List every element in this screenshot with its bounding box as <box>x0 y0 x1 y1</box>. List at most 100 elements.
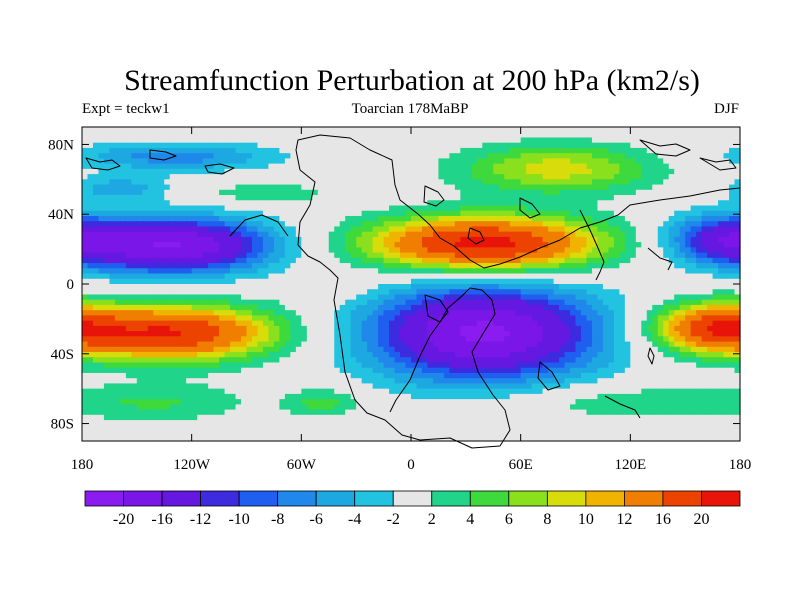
contour-cell <box>564 147 571 154</box>
contour-cell <box>180 268 187 275</box>
contour-cell <box>712 247 719 254</box>
contour-cell <box>487 320 494 327</box>
contour-cell <box>367 127 374 133</box>
contour-cell <box>262 132 270 139</box>
contour-cell <box>586 320 593 327</box>
contour-cell <box>635 278 642 285</box>
contour-cell <box>663 320 670 327</box>
contour-cell <box>613 179 620 186</box>
contour-cell <box>438 315 445 322</box>
contour-cell <box>87 215 94 222</box>
contour-cell <box>235 247 242 254</box>
contour-cell <box>169 242 176 248</box>
contour-cell <box>295 294 302 301</box>
contour-cell <box>114 336 121 343</box>
contour-cell <box>542 174 549 180</box>
contour-cell <box>219 174 226 180</box>
contour-cell <box>454 163 461 170</box>
contour-cell <box>202 158 209 165</box>
contour-cell <box>630 257 637 264</box>
contour-cell <box>279 341 286 348</box>
contour-cell <box>712 294 719 301</box>
contour-cell <box>707 273 714 280</box>
contour-cell <box>679 168 686 175</box>
contour-cell <box>624 325 631 332</box>
contour-cell <box>405 205 412 212</box>
contour-cell <box>131 215 138 222</box>
contour-cell <box>98 341 105 348</box>
contour-cell <box>191 236 198 243</box>
contour-cell <box>136 210 143 217</box>
contour-cell <box>674 168 681 175</box>
contour-cell <box>487 153 494 159</box>
contour-cell <box>729 320 736 327</box>
contour-cell <box>257 168 264 175</box>
contour-cell <box>251 252 259 259</box>
contour-cell <box>454 294 461 301</box>
contour-cell <box>251 158 259 165</box>
contour-cell <box>696 231 703 238</box>
contour-cell <box>646 226 653 233</box>
contour-cell <box>668 189 675 196</box>
contour-cell <box>674 174 681 180</box>
contour-cell <box>142 153 149 159</box>
contour-cell <box>230 263 237 269</box>
contour-cell <box>175 158 182 165</box>
contour-cell <box>301 310 308 316</box>
contour-cell <box>301 132 308 139</box>
contour-cell <box>690 299 697 306</box>
contour-cell <box>537 153 544 159</box>
contour-cell <box>690 142 697 149</box>
contour-cell <box>701 268 708 275</box>
contour-cell <box>235 299 242 306</box>
contour-cell <box>257 278 264 285</box>
contour-cell <box>515 236 522 243</box>
contour-cell <box>575 304 582 311</box>
contour-cell <box>82 189 89 196</box>
contour-cell <box>685 242 692 248</box>
contour-cell <box>443 132 450 139</box>
contour-cell <box>367 289 374 296</box>
contour-cell <box>712 242 719 248</box>
contour-cell <box>723 278 730 285</box>
contour-cell <box>400 174 407 180</box>
contour-cell <box>158 137 165 144</box>
contour-cell <box>400 205 407 212</box>
contour-cell <box>537 242 544 248</box>
contour-cell <box>476 226 483 233</box>
contour-cell <box>339 200 346 207</box>
contour-cell <box>345 273 352 280</box>
contour-cell <box>290 247 297 254</box>
contour-cell <box>548 127 555 133</box>
contour-cell <box>432 331 440 337</box>
contour-cell <box>389 184 396 191</box>
contour-cell <box>553 325 560 332</box>
contour-cell <box>443 325 450 332</box>
contour-cell <box>465 200 472 207</box>
contour-cell <box>411 132 418 139</box>
contour-cell <box>471 142 478 149</box>
contour-cell <box>202 231 209 238</box>
contour-cell <box>279 247 286 254</box>
contour-cell <box>356 289 363 296</box>
contour-cell <box>197 331 204 337</box>
contour-cell <box>345 132 352 139</box>
contour-cell <box>564 189 571 196</box>
contour-cell <box>482 299 489 306</box>
contour-cell <box>531 163 538 170</box>
contour-cell <box>82 184 89 191</box>
contour-cell <box>208 168 215 175</box>
contour-cell <box>279 304 286 311</box>
contour-cell <box>454 226 461 233</box>
contour-cell <box>509 205 516 212</box>
contour-cell <box>624 215 631 222</box>
contour-cell <box>696 284 703 290</box>
contour-cell <box>405 132 412 139</box>
contour-cell <box>734 189 741 196</box>
contour-cell <box>389 205 396 212</box>
contour-cell <box>641 294 648 301</box>
contour-cell <box>718 184 725 191</box>
contour-cell <box>553 132 560 139</box>
contour-cell <box>312 147 319 154</box>
contour-cell <box>476 294 483 301</box>
